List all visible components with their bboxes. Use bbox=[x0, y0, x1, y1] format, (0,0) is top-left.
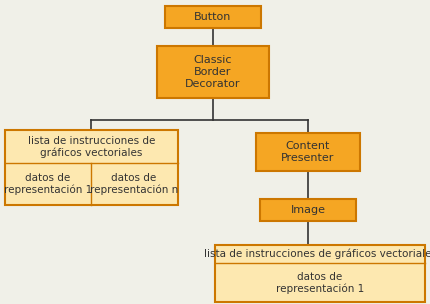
Text: lista de instrucciones de gráficos vectoriales: lista de instrucciones de gráficos vecto… bbox=[203, 249, 430, 259]
FancyBboxPatch shape bbox=[256, 133, 360, 171]
FancyBboxPatch shape bbox=[260, 199, 356, 221]
FancyBboxPatch shape bbox=[215, 245, 425, 302]
Text: lista de instrucciones de
gráficos vectoriales: lista de instrucciones de gráficos vecto… bbox=[28, 136, 155, 158]
Text: Classic
Border
Decorator: Classic Border Decorator bbox=[185, 55, 241, 88]
Text: Button: Button bbox=[194, 12, 232, 22]
Text: datos de
representación 1: datos de representación 1 bbox=[276, 272, 364, 294]
Text: Content
Presenter: Content Presenter bbox=[281, 141, 335, 163]
Text: datos de
representación n: datos de representación n bbox=[90, 173, 178, 195]
FancyBboxPatch shape bbox=[165, 6, 261, 28]
Text: Image: Image bbox=[291, 205, 326, 215]
FancyBboxPatch shape bbox=[5, 130, 178, 205]
Text: datos de
representación 1: datos de representación 1 bbox=[4, 173, 92, 195]
FancyBboxPatch shape bbox=[157, 46, 269, 98]
